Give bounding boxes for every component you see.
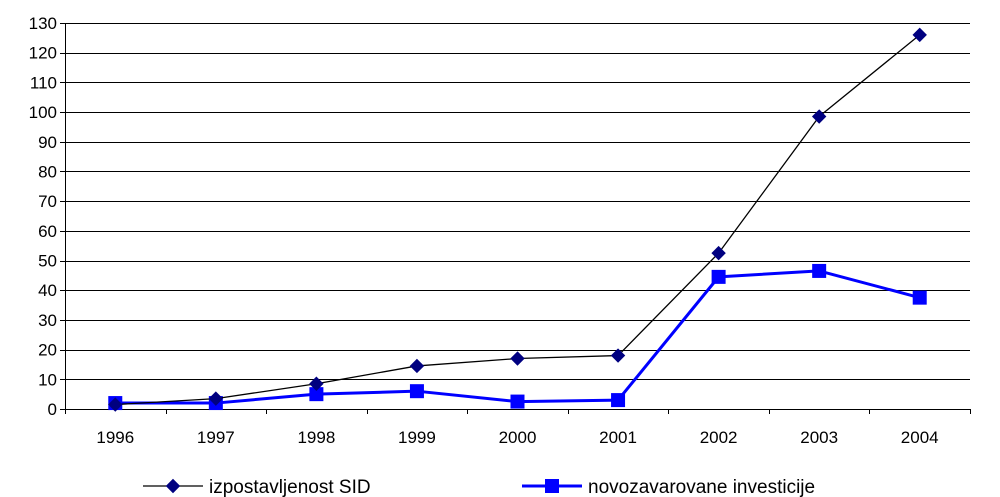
data-point-1-2001 <box>610 348 626 363</box>
y-tick-label-70: 70 <box>38 192 57 211</box>
legend-item-1: izpostavljenost SID <box>143 477 371 497</box>
x-tick-label-1998: 1998 <box>297 428 335 447</box>
y-tick-label-80: 80 <box>38 162 57 181</box>
y-tick-label-40: 40 <box>38 281 57 300</box>
legend-marker-1 <box>165 478 181 494</box>
y-tick-label-90: 90 <box>38 133 57 152</box>
data-point-2-2000 <box>510 394 525 409</box>
data-point-1-2003 <box>811 109 827 124</box>
data-point-1-2004 <box>912 27 927 43</box>
y-tick-label-110: 110 <box>30 73 57 92</box>
legend-marker-2 <box>545 479 559 493</box>
data-point-1-1996 <box>108 397 123 412</box>
y-tick-label-50: 50 <box>38 252 57 271</box>
legend-label-2: novozavarovane investicije <box>588 477 815 497</box>
y-tick-label-20: 20 <box>38 341 57 360</box>
x-tick-label-1996: 1996 <box>96 428 134 447</box>
x-tick-label-1997: 1997 <box>197 428 235 447</box>
x-tick-label-2001: 2001 <box>599 428 637 447</box>
x-tick-label-2004: 2004 <box>901 428 939 447</box>
x-tick-label-1999: 1999 <box>398 428 436 447</box>
data-point-2-2004 <box>912 290 927 305</box>
y-tick-label-130: 130 <box>29 14 57 33</box>
gridlines <box>65 23 970 380</box>
y-tick-label-0: 0 <box>48 400 57 419</box>
series-2 <box>108 263 927 411</box>
y-tick-label-10: 10 <box>38 370 57 389</box>
legend-label-1: izpostavljenost SID <box>209 477 371 497</box>
y-tick-label-30: 30 <box>38 311 57 330</box>
data-point-2-2003 <box>812 263 827 278</box>
y-tick-label-120: 120 <box>29 44 57 63</box>
legend: izpostavljenost SID novozavarovane invest… <box>143 477 815 497</box>
data-point-2-2001 <box>611 393 626 408</box>
x-tick-label-2002: 2002 <box>700 428 738 447</box>
y-tick-label-60: 60 <box>38 222 57 241</box>
y-tick-labels: 0 10 20 30 40 50 60 70 80 90 100 110 120 130 <box>29 14 57 419</box>
data-point-1-1997 <box>208 391 224 406</box>
y-tick-label-100: 100 <box>29 103 57 122</box>
data-point-1-1998 <box>309 376 324 391</box>
legend-item-2: novozavarovane investicije <box>522 477 815 497</box>
series <box>108 27 927 412</box>
data-point-2-2002 <box>711 269 726 284</box>
x-tick-labels: 1996 1997 1998 1999 2000 2001 2002 2003 2004 <box>96 428 938 447</box>
x-tick-label-2000: 2000 <box>499 428 537 447</box>
data-point-1-1999 <box>409 358 425 374</box>
series-line-1 <box>115 34 921 406</box>
x-tick-label-2003: 2003 <box>800 428 838 447</box>
data-point-1-2000 <box>510 351 525 366</box>
data-point-1-2002 <box>711 245 726 261</box>
series-1 <box>108 27 927 412</box>
data-point-2-1999 <box>409 384 424 399</box>
